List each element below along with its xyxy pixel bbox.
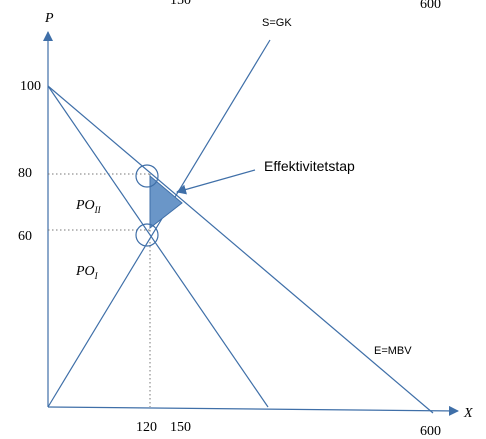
top-label: 600 bbox=[420, 0, 441, 12]
top-label: 150 bbox=[170, 0, 191, 8]
loss-triangle bbox=[149, 174, 183, 230]
supply-line bbox=[47, 39, 271, 408]
arrow bbox=[176, 169, 256, 195]
demand-line bbox=[47, 85, 434, 414]
mr-line bbox=[47, 85, 269, 408]
annotation: Effektivitetstap bbox=[264, 158, 355, 174]
x-axis-label: X bbox=[463, 406, 473, 421]
x-axis bbox=[47, 405, 459, 416]
y-axis-label: P bbox=[44, 11, 54, 26]
circle bbox=[135, 223, 159, 247]
circle bbox=[135, 164, 159, 188]
area-label: POI bbox=[75, 264, 99, 281]
area-label-main: PO bbox=[75, 198, 95, 213]
tick-label: 600 bbox=[420, 424, 441, 439]
area-label-sub: I bbox=[94, 271, 99, 281]
curve-label: S=GK bbox=[262, 17, 292, 29]
area-label-sub: II bbox=[94, 205, 102, 215]
tick-label: 100 bbox=[20, 79, 41, 94]
area-label-main: PO bbox=[75, 264, 95, 279]
tick-label: 80 bbox=[18, 166, 32, 181]
tick-label: 120 bbox=[136, 420, 157, 435]
tick-label: 150 bbox=[170, 420, 191, 435]
curve-label: E=MBV bbox=[374, 345, 412, 357]
area-label: POII bbox=[75, 198, 102, 215]
tick-label: 60 bbox=[18, 229, 32, 244]
